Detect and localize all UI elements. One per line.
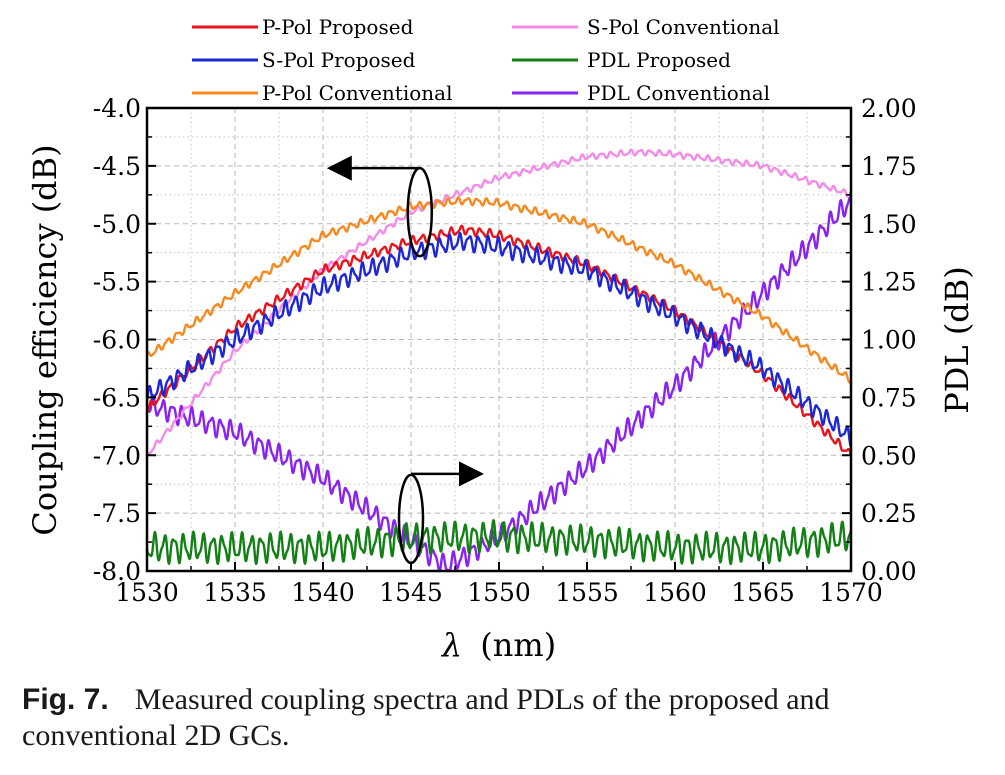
x-axis-unit: (nm) [480, 626, 556, 664]
series-layer [145, 148, 853, 573]
series-line-p-pol-proposed [146, 224, 853, 457]
grid [146, 107, 852, 572]
legend-label: P-Pol Conventional [262, 81, 452, 105]
y-tick-label: -5.5 [93, 268, 141, 297]
y-tick-label: -6.5 [93, 383, 141, 412]
x-tick-label: 1535 [203, 578, 267, 607]
y-tick-label: -7.0 [93, 441, 141, 470]
series-line-pdl-conventional [146, 191, 853, 573]
y2-tick-label: 0.00 [861, 557, 917, 586]
legend-label: PDL Proposed [587, 48, 731, 72]
y2-tick-label: 0.75 [861, 383, 917, 412]
y2-axis-title: PDL (dB) [938, 266, 976, 414]
x-tick-label: 1570 [819, 578, 883, 607]
y-tick-label: -7.5 [93, 499, 141, 528]
series-line-s-pol-proposed [145, 232, 853, 448]
y-tick-label: -6.0 [93, 326, 141, 355]
y-tick-label: -8.0 [93, 557, 141, 586]
x-tick-label: 1565 [731, 578, 795, 607]
caption-text: Measured coupling spectra and PDLs of th… [22, 683, 830, 752]
x-tick-label: 1545 [379, 578, 443, 607]
y-tick-label: -4.0 [93, 94, 141, 123]
series-line-s-pol-conventional [146, 148, 852, 455]
ticks: 1530 1535 1540 1545 1550 1555 1560 1565 1570 -8.0… [93, 94, 917, 607]
series-line-pdl-proposed [145, 519, 853, 566]
x-tick-label: 1530 [115, 578, 179, 607]
y-axis-title: Coupling efficiency (dB) [26, 144, 64, 535]
legend-label: P-Pol Proposed [262, 15, 414, 39]
y2-tick-label: 1.25 [861, 268, 917, 297]
x-tick-label: 1550 [467, 578, 531, 607]
y2-tick-label: 0.25 [861, 499, 917, 528]
annotations [326, 155, 484, 565]
x-axis-title: λ (nm) [440, 626, 556, 664]
y2-tick-label: 0.50 [861, 441, 917, 470]
figure-caption: Fig. 7. Measured coupling spectra and PDL… [22, 682, 987, 754]
y2-tick-label: 1.50 [861, 210, 917, 239]
caption-label: Fig. 7. [22, 683, 109, 716]
series-line-p-pol-conventional [145, 196, 852, 384]
x-tick-label: 1560 [643, 578, 707, 607]
y-tick-label: -4.5 [93, 152, 141, 181]
legend: P-Pol Proposed S-Pol Proposed P-Pol Conven… [192, 15, 780, 105]
legend-label: PDL Conventional [587, 81, 770, 105]
y2-tick-label: 2.00 [861, 94, 917, 123]
y-tick-label: -5.0 [93, 210, 141, 239]
y2-tick-label: 1.00 [861, 326, 917, 355]
x-axis-symbol: λ [440, 626, 462, 664]
legend-label: S-Pol Conventional [587, 15, 780, 39]
x-tick-label: 1540 [291, 578, 355, 607]
chart: 1530 1535 1540 1545 1550 1555 1560 1565 1570 -8.0… [26, 15, 976, 664]
x-tick-label: 1555 [555, 578, 619, 607]
legend-label: S-Pol Proposed [262, 48, 416, 72]
y2-tick-label: 1.75 [861, 152, 917, 181]
annotation-oval [406, 166, 434, 258]
